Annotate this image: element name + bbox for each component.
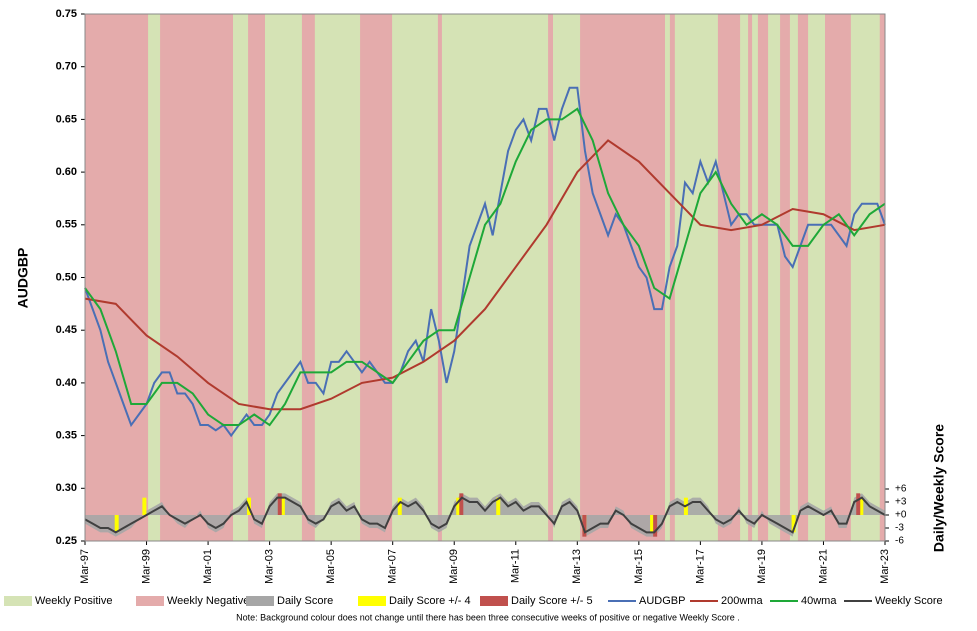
- background-negative: [85, 14, 149, 541]
- legend-swatch: [358, 596, 386, 606]
- background-negative: [757, 14, 769, 541]
- y2-tick-label: -3: [895, 523, 904, 534]
- y2-tick-label: +6: [895, 484, 907, 495]
- x-tick-label: Mar-23: [879, 549, 891, 584]
- x-tick-label: Mar-99: [140, 549, 152, 584]
- score-dot: [653, 514, 658, 537]
- score-dot: [397, 497, 402, 515]
- legend-swatch: [4, 596, 32, 606]
- score-dot: [650, 514, 655, 533]
- x-tick-label: Mar-15: [633, 549, 645, 584]
- background-negative: [160, 14, 233, 541]
- note: Note: Background colour does not change …: [236, 612, 740, 622]
- x-tick-label: Mar-09: [448, 549, 460, 584]
- background-negative: [301, 14, 315, 541]
- y-tick-label: 0.65: [56, 113, 77, 125]
- score-dot: [856, 493, 861, 515]
- background-negative: [548, 14, 553, 541]
- background-negative: [360, 14, 393, 541]
- score-dot: [280, 497, 285, 515]
- background-negative: [717, 14, 741, 541]
- background-negative: [879, 14, 885, 541]
- y2-axis-title: Daily/Weekly Score: [931, 424, 947, 552]
- background-negative: [825, 14, 851, 541]
- y-tick-label: 0.60: [56, 166, 77, 178]
- legend-swatch: [480, 596, 508, 606]
- score-dot: [496, 497, 501, 515]
- series-line: [84, 496, 886, 534]
- score-dot: [791, 514, 796, 533]
- legend-label: AUDGBP: [639, 595, 685, 607]
- y-tick-label: 0.30: [56, 482, 77, 494]
- y-tick-label: 0.75: [56, 8, 77, 20]
- y-tick-label: 0.50: [56, 271, 77, 283]
- series-line: [84, 107, 886, 427]
- background-negative: [580, 14, 665, 541]
- background-negative: [437, 14, 442, 541]
- legend-label: 40wma: [801, 595, 837, 607]
- legend-label: Daily Score: [277, 595, 333, 607]
- x-tick-label: Mar-21: [817, 549, 829, 584]
- score-dot: [142, 497, 147, 515]
- y-tick-label: 0.45: [56, 324, 77, 336]
- legend-label: Daily Score +/- 5: [511, 595, 593, 607]
- y2-tick-label: -6: [895, 536, 904, 547]
- y-tick-label: 0.35: [56, 430, 77, 442]
- y-tick-label: 0.25: [56, 535, 77, 547]
- x-tick-label: Mar-11: [510, 549, 522, 583]
- score-dot: [456, 497, 461, 515]
- background-negative: [797, 14, 809, 541]
- background-negative: [780, 14, 790, 541]
- y-tick-label: 0.55: [56, 219, 77, 231]
- background-negative: [248, 14, 265, 541]
- x-tick-label: Mar-19: [756, 549, 768, 584]
- x-tick-label: Mar-13: [571, 549, 583, 584]
- y2-tick-label: +0: [895, 510, 907, 521]
- x-tick-label: Mar-97: [79, 549, 91, 584]
- y2-tick-label: +3: [895, 497, 907, 508]
- x-tick-label: Mar-07: [387, 549, 399, 584]
- y-axis-title: AUDGBP: [15, 248, 31, 309]
- score-dot: [277, 493, 282, 515]
- x-tick-label: Mar-03: [264, 549, 276, 584]
- plot-frame: [84, 13, 886, 542]
- background-negative: [669, 14, 675, 541]
- series-line: [84, 139, 886, 411]
- legend-label: 200wma: [721, 595, 763, 607]
- legend-swatch: [136, 596, 164, 606]
- x-tick-label: Mar-05: [325, 549, 337, 584]
- legend-label: Weekly Negative: [167, 595, 249, 607]
- score-dot: [582, 514, 587, 537]
- x-tick-label: Mar-01: [202, 549, 214, 584]
- y-tick-label: 0.70: [56, 61, 77, 73]
- y-tick-label: 0.40: [56, 377, 77, 389]
- legend-label: Weekly Positive: [35, 595, 112, 607]
- background-negative: [748, 14, 753, 541]
- score-dot: [459, 493, 464, 515]
- x-tick-label: Mar-17: [694, 549, 706, 584]
- score-dot: [114, 514, 119, 533]
- legend-label: Daily Score +/- 4: [389, 595, 471, 607]
- score-dot: [859, 497, 864, 515]
- legend-swatch: [246, 596, 274, 606]
- legend-label: Weekly Score: [875, 595, 943, 607]
